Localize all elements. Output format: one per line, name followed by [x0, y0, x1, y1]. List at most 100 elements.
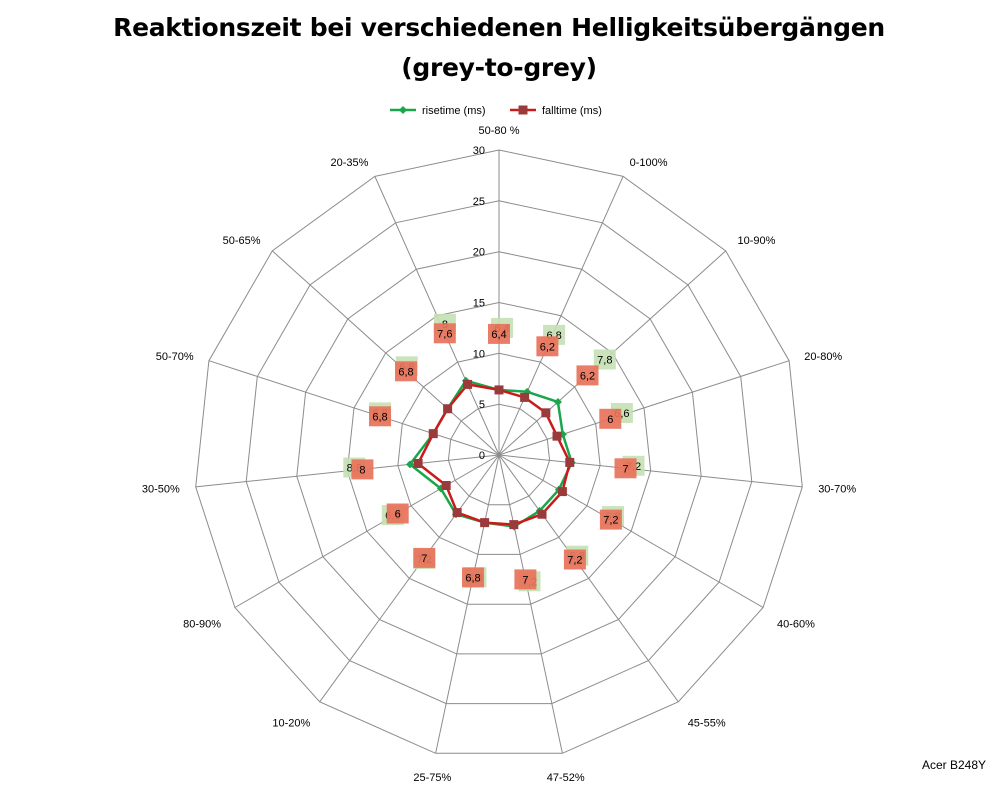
data-label: 7,8: [597, 355, 612, 367]
data-label: 6: [607, 414, 613, 426]
data-label-bg: [599, 408, 622, 429]
category-label: 47-52%: [547, 772, 585, 784]
falltime-marker: [509, 520, 519, 530]
data-label: 6,2: [580, 370, 595, 382]
data-label-bg: [593, 349, 616, 370]
data-label: 7: [522, 574, 528, 586]
legend: risetime (ms) falltime (ms): [390, 105, 602, 117]
falltime-marker: [541, 408, 551, 418]
data-label-bg: [614, 458, 637, 479]
grid-ring: [346, 301, 652, 605]
category-label: 20-35%: [330, 157, 368, 169]
data-labels: 6,46,87,86,67,26,86,87,26,87,26,68,86,86…: [343, 313, 645, 592]
category-label: 10-90%: [738, 235, 776, 247]
data-label-bg: [462, 567, 484, 588]
legend-marker-risetime: [399, 106, 407, 114]
radar-grid: 0 5 10 15 20 25 30 50-80 % 0-100% 10-90% 20-80% 30-…: [142, 125, 856, 784]
tick-label: 0: [479, 450, 485, 462]
data-label-bg: [413, 547, 436, 568]
data-label-bg: [488, 323, 510, 344]
falltime-marker: [428, 429, 438, 439]
series-line-1: [416, 383, 572, 526]
grid-ring: [245, 200, 753, 705]
data-label-bg: [351, 459, 374, 480]
category-label: 30-50%: [142, 484, 180, 496]
legend-label-1: falltime (ms): [542, 105, 602, 117]
data-label-bg: [433, 323, 456, 344]
falltime-marker: [552, 431, 562, 441]
grid-spoke: [435, 454, 500, 754]
category-label: 50-70%: [156, 351, 194, 363]
tick-label: 10: [473, 348, 485, 360]
falltime-marker: [443, 404, 453, 414]
falltime-marker: [565, 457, 575, 467]
data-label-bg: [514, 569, 537, 590]
data-label-bg: [536, 336, 559, 357]
grid-ring: [296, 251, 702, 655]
category-label: 45-55%: [688, 718, 726, 730]
grid-spoke: [498, 360, 790, 456]
data-label: 8: [359, 464, 365, 476]
risetime-marker: [406, 460, 415, 469]
data-label: 7,2: [567, 555, 582, 567]
category-label: 40-60%: [777, 619, 815, 631]
grid-spoke: [234, 454, 500, 608]
legend-label-0: risetime (ms): [422, 105, 486, 117]
data-label: 7: [622, 463, 628, 475]
category-label: 20-80%: [804, 351, 842, 363]
grid-spoke: [498, 454, 803, 488]
data-label: 6,2: [540, 341, 555, 353]
category-label: 50-80 %: [479, 125, 520, 137]
data-label: 6: [395, 509, 401, 521]
data-label-bg: [599, 509, 622, 530]
category-label: 30-70%: [818, 484, 856, 496]
grid-spoke: [498, 454, 679, 703]
category-label: 0-100%: [630, 157, 668, 169]
data-label-bg: [563, 549, 586, 570]
series-layer: [406, 376, 576, 531]
grid-spoke: [319, 454, 500, 703]
falltime-marker: [413, 459, 423, 469]
grid-ring: [397, 352, 601, 555]
grid-spoke: [271, 250, 500, 456]
category-label: 25-75%: [413, 772, 451, 784]
grid-spoke: [498, 454, 563, 754]
chart-title: Reaktionszeit bei verschiedenen Helligke…: [0, 8, 998, 88]
chart-subtitle: (grey-to-grey): [401, 53, 597, 82]
data-label-bg: [386, 503, 409, 524]
data-label-bg: [576, 365, 599, 386]
data-label-bg: [369, 406, 391, 427]
falltime-marker: [463, 379, 473, 389]
falltime-marker: [520, 392, 530, 402]
category-label: 80-90%: [183, 619, 221, 631]
grid-ring: [447, 403, 551, 506]
data-label: 6,8: [465, 572, 480, 584]
tick-label: 15: [473, 298, 485, 310]
data-label: 7,6: [437, 328, 452, 340]
data-label: 7,2: [603, 515, 618, 527]
data-label: 6,8: [372, 411, 387, 423]
falltime-marker: [537, 509, 547, 519]
falltime-marker: [494, 385, 504, 395]
tick-label: 20: [473, 247, 485, 259]
chart-title-line1: Reaktionszeit bei verschiedenen Helligke…: [113, 13, 885, 42]
data-label: 6,4: [491, 329, 506, 341]
grid-ring: [195, 149, 803, 754]
footer-note: Acer B248Y: [921, 758, 986, 772]
data-label: 6,8: [398, 366, 413, 378]
data-label: 7: [421, 553, 427, 565]
falltime-marker: [480, 518, 490, 528]
category-label: 10-20%: [272, 718, 310, 730]
grid-spoke: [208, 360, 500, 456]
falltime-marker: [452, 508, 462, 518]
legend-marker-falltime: [518, 105, 528, 115]
data-label-bg: [395, 361, 417, 382]
falltime-marker: [441, 481, 451, 490]
risetime-marker: [553, 397, 562, 406]
grid-spoke: [498, 454, 764, 608]
grid-spoke: [498, 176, 624, 456]
tick-label: 5: [479, 399, 485, 411]
tick-label: 30: [473, 145, 485, 157]
tick-label: 25: [473, 196, 485, 208]
